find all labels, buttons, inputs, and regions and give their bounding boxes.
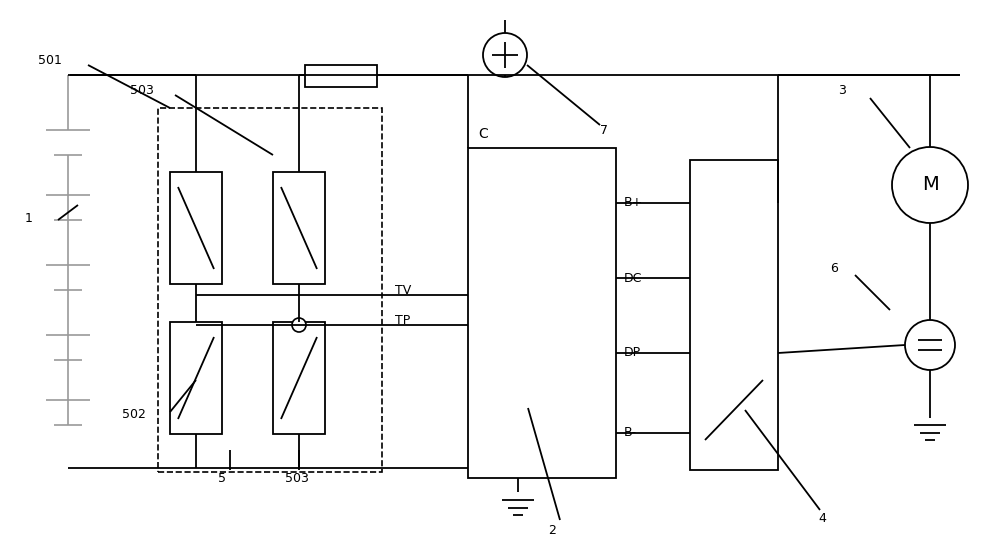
Text: 502: 502 <box>122 409 146 422</box>
Text: 501: 501 <box>38 54 62 67</box>
Text: 2: 2 <box>548 524 556 537</box>
Text: DC: DC <box>624 272 642 285</box>
Text: 4: 4 <box>818 512 826 525</box>
Text: B+: B+ <box>624 197 643 210</box>
Text: M: M <box>922 176 938 195</box>
Circle shape <box>292 318 306 332</box>
Bar <box>305 65 377 87</box>
Bar <box>273 322 325 434</box>
Text: C: C <box>478 127 488 141</box>
Bar <box>158 108 382 472</box>
Bar <box>273 172 325 284</box>
Circle shape <box>905 320 955 370</box>
Text: 1: 1 <box>25 211 33 224</box>
Text: 6: 6 <box>830 261 838 274</box>
Bar <box>468 148 616 478</box>
Circle shape <box>483 33 527 77</box>
Text: 3: 3 <box>838 83 846 96</box>
Bar <box>690 160 778 470</box>
Text: DP: DP <box>624 346 641 359</box>
Circle shape <box>892 147 968 223</box>
Bar <box>170 322 222 434</box>
Text: 503: 503 <box>285 472 309 485</box>
Text: TP: TP <box>395 314 410 327</box>
Text: B-: B- <box>624 427 637 440</box>
Bar <box>170 172 222 284</box>
Text: 5: 5 <box>218 472 226 485</box>
Text: 7: 7 <box>600 124 608 137</box>
Text: 503: 503 <box>130 83 154 96</box>
Text: TV: TV <box>395 285 411 298</box>
